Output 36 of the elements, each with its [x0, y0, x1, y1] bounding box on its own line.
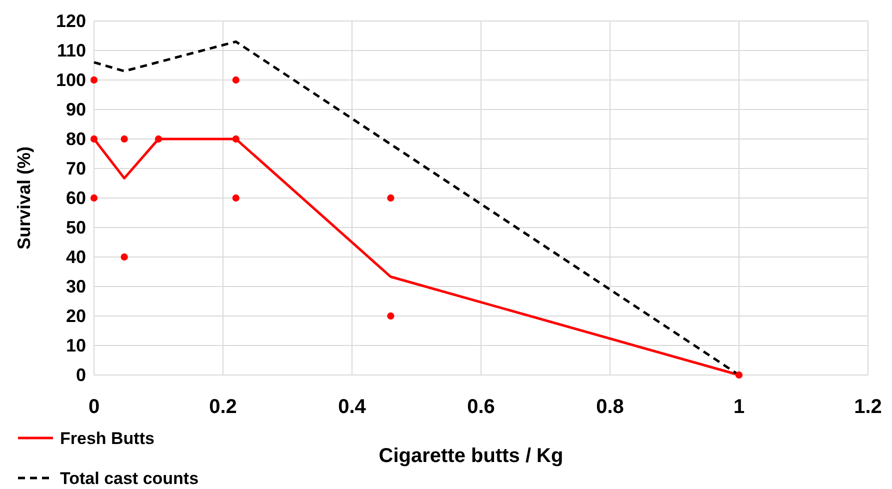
legend-label: Total cast counts [60, 469, 199, 488]
point [232, 76, 240, 84]
x-tick-label: 0.8 [596, 396, 624, 418]
y-tick-label: 120 [56, 10, 86, 31]
x-tick-label: 1.2 [854, 396, 882, 418]
y-tick-label: 80 [66, 128, 86, 149]
point [90, 194, 98, 202]
point [387, 194, 394, 202]
y-tick-label: 30 [66, 276, 86, 296]
y-tick-label: 100 [56, 70, 86, 90]
y-tick-label: 90 [66, 99, 86, 120]
y-tick-label: 0 [76, 364, 86, 385]
point [735, 371, 743, 379]
x-axis-title: Cigarette butts / Kg [378, 445, 564, 467]
point [90, 76, 98, 84]
y-tick-label: 40 [66, 246, 86, 267]
x-tick-label: 1 [733, 396, 745, 418]
y-tick-label: 70 [66, 158, 86, 178]
point [120, 253, 128, 261]
y-tick-label: 50 [66, 217, 86, 238]
point [90, 135, 98, 143]
point [154, 135, 162, 143]
y-tick-label: 10 [66, 335, 86, 356]
legend-label: Fresh Butts [60, 429, 154, 448]
y-axis-title: Survival (%) [14, 146, 34, 250]
x-tick-label: 0 [88, 396, 100, 418]
point [232, 194, 240, 202]
x-tick-label: 0.2 [209, 396, 237, 418]
y-tick-label: 110 [56, 40, 86, 60]
x-tick-label: 0.4 [338, 396, 367, 418]
point [387, 312, 394, 320]
point [232, 135, 240, 143]
y-tick-label: 60 [66, 188, 86, 208]
point [120, 135, 128, 143]
y-tick-label: 20 [66, 306, 86, 326]
x-tick-label: 0.6 [467, 396, 495, 418]
